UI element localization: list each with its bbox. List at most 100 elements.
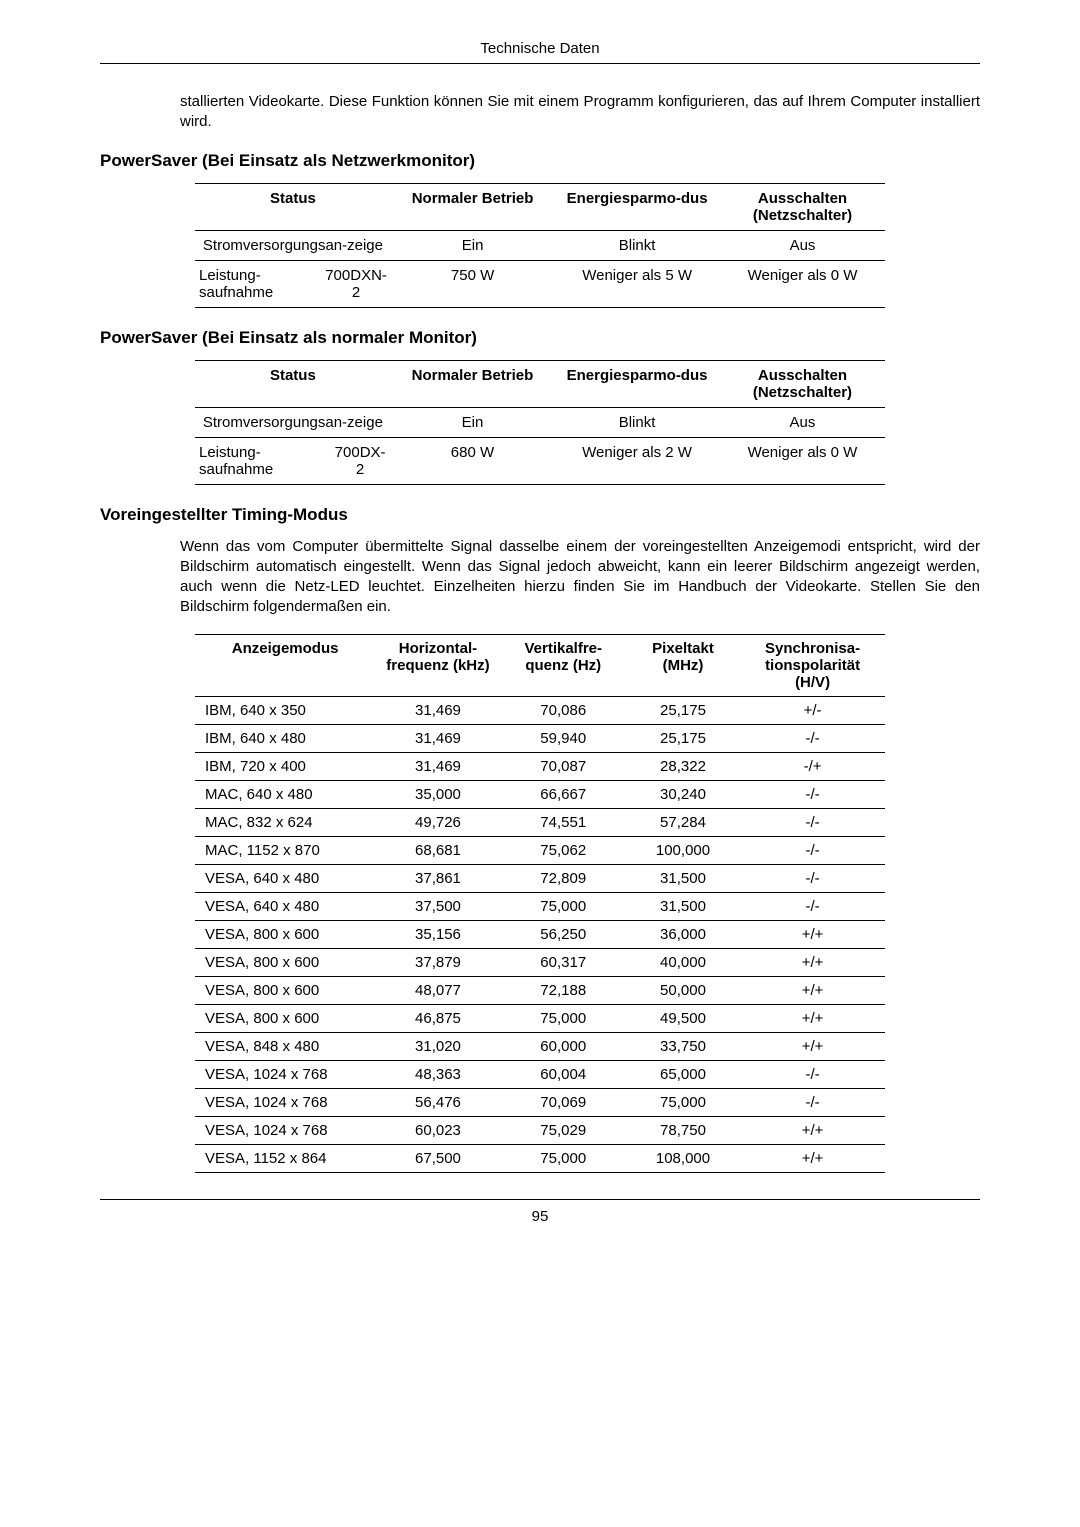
th-esm: Energiesparmo-dus [554,183,720,230]
cell-sync: -/- [740,1060,885,1088]
cell-px: 36,000 [626,920,740,948]
cell-mode: VESA, 640 x 480 [195,864,375,892]
th-off: Ausschalten (Netzschalter) [720,360,885,407]
cell-px: 31,500 [626,864,740,892]
cell-px: 50,000 [626,976,740,1004]
th-esm: Energiesparmo-dus [554,360,720,407]
cell-sync: +/+ [740,1116,885,1144]
table-row: MAC, 1152 x 87068,68175,062100,000-/- [195,836,885,864]
table-row: VESA, 1024 x 76860,02375,02978,750+/+ [195,1116,885,1144]
cell-sync: +/+ [740,948,885,976]
cell-hf: 48,077 [375,976,500,1004]
cell-hf: 37,879 [375,948,500,976]
cell-sync: -/- [740,864,885,892]
table-row: MAC, 832 x 62449,72674,55157,284-/- [195,808,885,836]
cell-sync: -/- [740,808,885,836]
cell-hf: 67,500 [375,1144,500,1172]
cell-off: Weniger als 0 W [720,260,885,307]
cell-mode: MAC, 640 x 480 [195,780,375,808]
cell-label1: Leistung-saufnahme [199,444,321,478]
cell-label2: 700DXN-2 [325,267,387,301]
cell-hf: 31,469 [375,724,500,752]
section-heading-ps1: PowerSaver (Bei Einsatz als Netzwerkmoni… [100,151,980,171]
cell-mode: IBM, 640 x 480 [195,724,375,752]
cell-sync: +/+ [740,1032,885,1060]
cell-hf: 68,681 [375,836,500,864]
page: Technische Daten stallierten Videokarte.… [0,0,1080,1255]
cell-vf: 75,000 [501,1144,626,1172]
table-row: VESA, 640 x 48037,50075,00031,500-/- [195,892,885,920]
table-row: Stromversorgungsan-zeige Ein Blinkt Aus [195,407,885,437]
cell-vf: 75,000 [501,1004,626,1032]
table-row: VESA, 1152 x 86467,50075,000108,000+/+ [195,1144,885,1172]
table-row: VESA, 1024 x 76848,36360,00465,000-/- [195,1060,885,1088]
cell-hf: 46,875 [375,1004,500,1032]
cell-hf: 56,476 [375,1088,500,1116]
th-status: Status [195,360,391,407]
timing-table: Anzeigemodus Horizontal-frequenz (kHz) V… [195,634,885,1173]
cell-mode: VESA, 1024 x 768 [195,1116,375,1144]
cell-mode: VESA, 848 x 480 [195,1032,375,1060]
cell-vf: 72,188 [501,976,626,1004]
cell-sync: +/+ [740,1144,885,1172]
cell-normal: Ein [391,407,554,437]
cell-sync: -/- [740,724,885,752]
cell-off: Weniger als 0 W [720,437,885,484]
page-header: Technische Daten [100,40,980,64]
table-row: MAC, 640 x 48035,00066,66730,240-/- [195,780,885,808]
cell-hf: 31,469 [375,696,500,724]
cell-mode: VESA, 800 x 600 [195,920,375,948]
cell-vf: 60,317 [501,948,626,976]
cell-px: 31,500 [626,892,740,920]
th-vf: Vertikalfre-quenz (Hz) [501,634,626,696]
cell-hf: 31,469 [375,752,500,780]
table-row: VESA, 848 x 48031,02060,00033,750+/+ [195,1032,885,1060]
cell-vf: 59,940 [501,724,626,752]
cell-vf: 70,087 [501,752,626,780]
cell-sync: -/- [740,1088,885,1116]
cell-normal: Ein [391,230,554,260]
cell-off: Aus [720,230,885,260]
cell-hf: 35,156 [375,920,500,948]
cell-mode: VESA, 800 x 600 [195,1004,375,1032]
intro-paragraph: stallierten Videokarte. Diese Funktion k… [180,92,980,133]
th-normal: Normaler Betrieb [391,183,554,230]
table-row: Stromversorgungsan-zeige Ein Blinkt Aus [195,230,885,260]
cell-sync: +/+ [740,976,885,1004]
th-off: Ausschalten (Netzschalter) [720,183,885,230]
timing-paragraph: Wenn das vom Computer übermittelte Signa… [180,537,980,618]
table-row: Leistung-saufnahme 700DX-2 680 W Weniger… [195,437,885,484]
cell-normal: 680 W [391,437,554,484]
cell-px: 57,284 [626,808,740,836]
cell-mode: MAC, 1152 x 870 [195,836,375,864]
cell-px: 25,175 [626,696,740,724]
table-row: VESA, 800 x 60035,15656,25036,000+/+ [195,920,885,948]
cell-hf: 35,000 [375,780,500,808]
table-row: IBM, 720 x 40031,46970,08728,322-/+ [195,752,885,780]
cell-mode: IBM, 720 x 400 [195,752,375,780]
cell-sync: -/- [740,836,885,864]
th-px: Pixeltakt (MHz) [626,634,740,696]
table-row: Leistung-saufnahme 700DXN-2 750 W Wenige… [195,260,885,307]
table-row: VESA, 1024 x 76856,47670,06975,000-/- [195,1088,885,1116]
cell-px: 25,175 [626,724,740,752]
cell-px: 40,000 [626,948,740,976]
cell-vf: 74,551 [501,808,626,836]
cell-hf: 49,726 [375,808,500,836]
cell-hf: 37,500 [375,892,500,920]
table-row: IBM, 640 x 48031,46959,94025,175-/- [195,724,885,752]
cell-hf: 60,023 [375,1116,500,1144]
cell-label2: 700DX-2 [333,444,386,478]
cell-px: 78,750 [626,1116,740,1144]
cell-px: 108,000 [626,1144,740,1172]
cell-sync: -/- [740,780,885,808]
th-normal: Normaler Betrieb [391,360,554,407]
cell-vf: 60,004 [501,1060,626,1088]
table-row: VESA, 800 x 60037,87960,31740,000+/+ [195,948,885,976]
table-row: VESA, 800 x 60046,87575,00049,500+/+ [195,1004,885,1032]
cell-vf: 70,069 [501,1088,626,1116]
table-row: VESA, 640 x 48037,86172,80931,500-/- [195,864,885,892]
cell-vf: 60,000 [501,1032,626,1060]
cell-hf: 31,020 [375,1032,500,1060]
cell-esm: Weniger als 5 W [554,260,720,307]
